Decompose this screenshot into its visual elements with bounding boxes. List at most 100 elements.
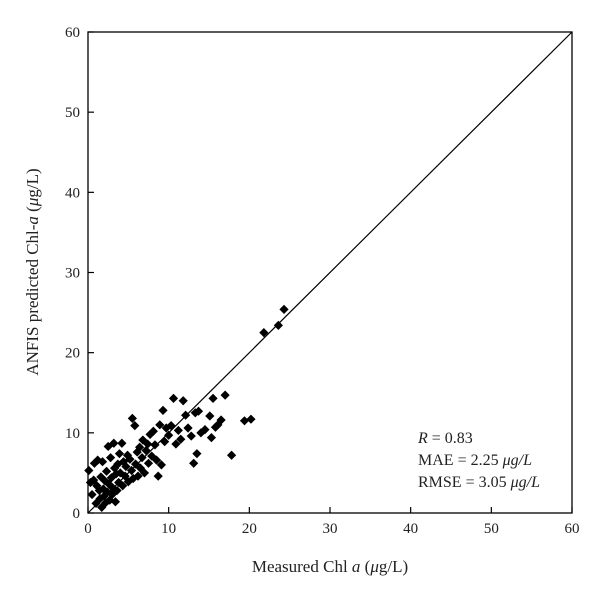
data-point <box>176 434 186 444</box>
y-tick-label: 30 <box>65 266 80 282</box>
data-point <box>100 476 110 486</box>
data-point <box>114 477 124 488</box>
data-point <box>259 328 269 338</box>
data-point <box>151 455 162 465</box>
data-point <box>97 457 108 467</box>
y-tick-label: 60 <box>65 25 80 41</box>
data-point <box>141 445 151 456</box>
data-point <box>143 439 153 449</box>
data-point <box>160 437 170 447</box>
stat-mae: MAE = 2.25 μg/L <box>418 452 532 469</box>
data-point <box>246 414 256 424</box>
data-point <box>164 430 174 440</box>
data-point <box>108 483 118 493</box>
data-point <box>127 413 137 424</box>
x-axis-title: Measured Chl a (μg/L) <box>252 557 408 576</box>
x-tick-label: 50 <box>484 521 499 537</box>
data-point <box>239 416 250 426</box>
x-tick-label: 0 <box>84 521 92 537</box>
data-point <box>143 458 154 468</box>
data-point <box>110 497 121 507</box>
data-point <box>181 410 191 420</box>
data-point <box>97 502 107 512</box>
stat-rmse: RMSE = 3.05 μg/L <box>418 474 540 491</box>
data-point <box>226 450 237 460</box>
data-point <box>135 442 145 452</box>
data-point <box>125 454 135 464</box>
data-point <box>121 461 131 472</box>
x-axis-ticks: 0 10 20 30 40 50 60 <box>84 507 580 537</box>
data-point <box>208 393 218 403</box>
data-points-group <box>84 304 289 512</box>
data-point <box>216 415 226 425</box>
data-point <box>210 422 221 432</box>
data-point <box>155 420 165 430</box>
data-point <box>101 497 111 508</box>
x-tick-label: 30 <box>323 521 338 537</box>
data-point <box>117 438 127 448</box>
data-point <box>200 425 210 435</box>
data-point <box>213 420 223 430</box>
one-to-one-line <box>87 31 573 514</box>
data-point <box>173 425 183 436</box>
data-point <box>133 471 143 481</box>
data-point <box>135 463 146 473</box>
data-point <box>93 455 103 465</box>
data-point <box>148 426 158 436</box>
data-point <box>189 458 199 468</box>
data-point <box>89 475 99 485</box>
y-tick-label: 20 <box>65 346 80 362</box>
data-point <box>178 396 188 406</box>
data-point <box>87 489 97 500</box>
x-tick-label: 40 <box>403 521 418 537</box>
data-point <box>145 429 155 440</box>
data-point <box>85 477 96 488</box>
x-tick-label: 60 <box>565 521 580 537</box>
data-point <box>196 428 206 438</box>
reference-line-group <box>87 31 573 514</box>
data-point <box>150 440 160 450</box>
data-point <box>171 439 181 449</box>
y-tick-label: 10 <box>65 426 80 442</box>
data-point <box>132 447 142 457</box>
data-point <box>109 438 119 448</box>
data-point <box>115 468 125 478</box>
y-tick-label: 40 <box>65 185 80 201</box>
data-point <box>84 465 94 476</box>
data-point <box>161 423 171 433</box>
data-point <box>279 304 289 314</box>
data-point <box>112 485 122 496</box>
data-point <box>273 320 283 331</box>
data-point <box>192 449 202 459</box>
x-tick-label: 20 <box>242 521 257 537</box>
y-tick-label: 50 <box>65 105 80 121</box>
data-point <box>102 487 112 497</box>
data-point <box>130 421 140 431</box>
y-axis-ticks: 0 10 20 30 40 50 60 <box>65 25 94 522</box>
data-point <box>193 406 204 416</box>
data-point <box>158 405 168 415</box>
data-point <box>122 450 133 460</box>
data-point <box>126 465 137 476</box>
stat-r: R = 0.83 <box>417 430 473 447</box>
data-point <box>96 472 106 482</box>
y-tick-label: 0 <box>73 506 81 522</box>
data-point <box>168 393 179 403</box>
data-point <box>220 390 230 400</box>
data-point <box>153 471 163 481</box>
data-point <box>110 463 120 473</box>
y-axis-title: ANFIS predicted Chl-a (μg/L) <box>23 168 42 375</box>
data-point <box>166 421 176 431</box>
data-point <box>107 489 117 500</box>
data-point <box>139 468 150 478</box>
x-tick-label: 10 <box>161 521 176 537</box>
data-point <box>183 423 193 433</box>
stats-annotation: R = 0.83 MAE = 2.25 μg/L RMSE = 3.05 μg/… <box>417 430 540 491</box>
data-point <box>118 481 128 491</box>
data-point <box>99 491 109 501</box>
data-point <box>186 431 196 441</box>
data-point <box>114 449 125 459</box>
data-point <box>137 453 147 463</box>
data-point <box>156 460 167 470</box>
